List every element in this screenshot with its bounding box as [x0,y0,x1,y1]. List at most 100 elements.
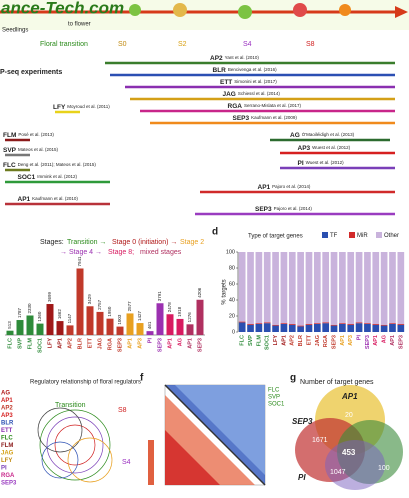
tf-name: FLM [3,132,16,139]
experiment-label: JAG Schiessl et al. (2014) [223,91,281,98]
reference: Simonini et al. (2017) [234,79,277,84]
timeline-band [0,0,409,30]
x-tick-label: SEP3 [365,335,371,349]
panel-letter: f [140,373,144,384]
bar-segment [238,252,246,322]
tf-name: SEP3 [255,206,272,213]
bar-segment [397,252,405,324]
legend-s8: Stage 8; [108,249,134,256]
bar-segment [380,252,388,325]
bar [196,299,204,335]
network-arcs [37,407,113,483]
bar [26,315,34,335]
experiment-label: FLM Posé et al. (2013) [3,132,54,139]
value-label: 1918 [177,306,182,317]
experiment-label: BLR Bencivenga et al. (2016) [213,67,278,74]
reference: Schiessl et al. (2014) [238,91,281,96]
y-tick-label: 80 [229,265,235,271]
bar-segment [313,252,321,324]
value-label: 3699 [47,292,52,303]
venn-count: 20 [345,412,353,419]
venn-set: PI [298,473,306,482]
bar-segment [263,322,271,324]
chip-title: P-seq experiments [0,69,62,76]
venn [295,385,403,490]
value-label: 3429 [87,294,92,305]
legend-title: Type of target genes [248,234,303,240]
reference: Kaufmann et al. (2010) [32,196,78,201]
experiment-label: RGA Serrano-Mislata et al. (2017) [228,103,302,110]
value-label: 1662 [57,309,62,320]
x-tick-label: SEP3 [157,338,163,352]
venn-set: SEP3 [292,417,313,426]
bar-segment [238,321,246,323]
x-tick-label: AG [177,338,183,346]
legend-swatch [322,232,328,238]
network-label: AP1 [1,398,13,404]
x-tick-label: ETT [87,337,93,348]
floral-transition: Floral transition [40,41,88,48]
bar-segment [280,324,288,332]
bar [186,324,194,335]
bar-segment [247,324,254,332]
reference: Deng et al. (2011); Mateos et al. (2015) [18,162,97,167]
network-label: LFY [1,458,12,464]
value-label: 2577 [127,301,132,312]
network-label: FLM [1,443,13,449]
bar-segment [322,322,330,324]
x-tick-label: BLR [77,338,83,349]
legend-s0: Stage 0 (initiation) → [112,239,177,246]
x-tick-label: JAG [97,338,103,349]
reference: Bencivenga et al. (2016) [228,67,277,72]
x-tick-label: AP3 [137,338,143,349]
x-tick-label: AP1 [57,338,63,349]
bar-segment [347,324,355,325]
tf-name: SOC1 [18,174,36,181]
bar-segment [288,324,296,325]
value-label: 3791 [157,291,162,302]
bar-segment [355,323,363,332]
value-label: 1427 [137,311,142,322]
value-label: 461 [147,321,152,329]
bar-segment [313,324,321,332]
tf-name: JAG [223,91,236,98]
bar-segment [389,323,396,324]
reference: Ó'Maoiléidigh et al. (2013) [302,131,355,137]
value-label: 1147 [67,313,72,323]
experiment-label: AP1 Kaufmann et al. (2010) [18,196,79,203]
legend-label: TF [330,233,338,239]
y-tick-label: 20 [229,313,235,319]
to-flower: to flower [68,22,91,28]
bar [56,321,64,335]
stage-label: S8 [306,41,315,48]
bar-segment [347,252,355,324]
bar-segment [272,252,279,325]
bar [46,304,54,335]
x-tick-label: RGA [107,338,113,350]
x-tick-label: SOC1 [265,335,271,350]
bar [136,323,144,335]
x-tick-label: AP1 [187,338,193,349]
bar [76,268,84,335]
panel-letter: d [212,227,218,238]
network-label: ETT [1,428,13,434]
tf-name: AP1 [18,196,31,203]
bar [176,318,184,335]
bar-segment [238,322,246,332]
value-label: 1360 [37,311,42,322]
x-tick-label: SOC1 [37,338,43,353]
value-label: 1787 [17,308,22,319]
y-tick-label: 60 [229,281,235,287]
bar-segment [305,252,313,324]
x-tick-label: JAG [315,335,321,346]
bar [106,318,114,335]
venn-set: AP1 [341,392,358,401]
experiment-label: SEP3 Pajoro et al. (2014) [255,206,312,213]
bar-segment [288,252,296,324]
experiment-label: AP2 Yant et al. (2010) [210,55,259,62]
value-label: 1950 [107,306,112,317]
reference: Posé et al. (2013) [18,132,54,137]
reference: Moyroud et al. (2011) [67,104,110,109]
bar-segment [305,324,313,325]
tf-name: BLR [213,67,227,74]
